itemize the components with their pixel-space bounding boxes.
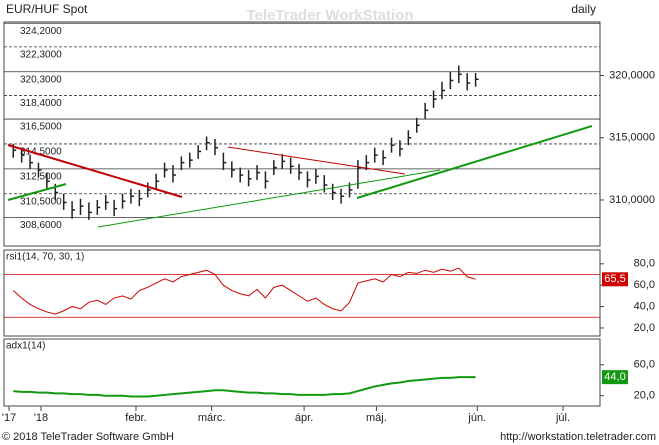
y-tick-label: 60,0: [634, 359, 655, 371]
trend-line: [356, 125, 593, 199]
current-value-box: [602, 272, 628, 287]
level-label: 324,2000: [20, 26, 62, 37]
x-tick-label: '17: [2, 412, 16, 424]
y-tick-label: 40,0: [634, 300, 655, 312]
level-label: 312,5000: [20, 171, 62, 182]
trend-lines: [7, 125, 593, 228]
y-tick-label: 60,0: [634, 279, 655, 291]
level-label: 310,5000: [20, 196, 62, 207]
y-tick-label: 20,0: [634, 322, 655, 334]
adx-title: adx1(14): [6, 341, 45, 352]
rsi-title: rsi1(14, 70, 30, 1): [6, 252, 84, 263]
current-value-box: [602, 370, 628, 385]
x-tick-label: ápr.: [295, 412, 313, 424]
indicator-line: [12, 267, 476, 315]
y-tick-label: 320,0000: [609, 69, 655, 81]
x-tick-label: jún.: [467, 412, 486, 424]
level-label: 308,6000: [20, 220, 62, 231]
level-label: 316,5000: [20, 122, 62, 133]
indicator-line: [13, 376, 476, 398]
x-tick-label: máj.: [366, 412, 387, 424]
trend-line: [97, 169, 441, 228]
y-tick-label: 310,0000: [609, 194, 655, 206]
y-tick-label: 20,0: [634, 390, 655, 402]
x-tick-label: febr.: [125, 412, 146, 424]
level-label: 318,4000: [20, 98, 62, 109]
x-tick-label: júl.: [555, 412, 570, 424]
current-value-label: 65,5: [604, 273, 625, 285]
rsi-panel: [3, 249, 601, 337]
level-label: 320,3000: [20, 74, 62, 85]
footer-right: http://workstation.teletrader.com: [500, 431, 656, 443]
watermark: TeleTrader WorkStation: [247, 7, 414, 24]
y-tick-label: 80,0: [634, 258, 655, 270]
footer-left: © 2018 TeleTrader Software GmbH: [2, 431, 174, 443]
trend-line: [7, 183, 67, 201]
level-label: 314,5000: [20, 147, 62, 158]
y-tick-label: 315,0000: [609, 132, 655, 144]
main-panel: [3, 21, 601, 247]
chart-title: EUR/HUF Spot: [6, 2, 88, 16]
adx-panel: [3, 338, 601, 407]
x-tick-label: márc.: [198, 412, 226, 424]
period: daily: [571, 2, 596, 16]
trend-line: [7, 144, 183, 198]
current-value-label: 44,0: [604, 371, 625, 383]
trend-line: [227, 146, 406, 175]
x-tick-label: '18: [34, 412, 48, 424]
level-label: 322,3000: [20, 50, 62, 61]
